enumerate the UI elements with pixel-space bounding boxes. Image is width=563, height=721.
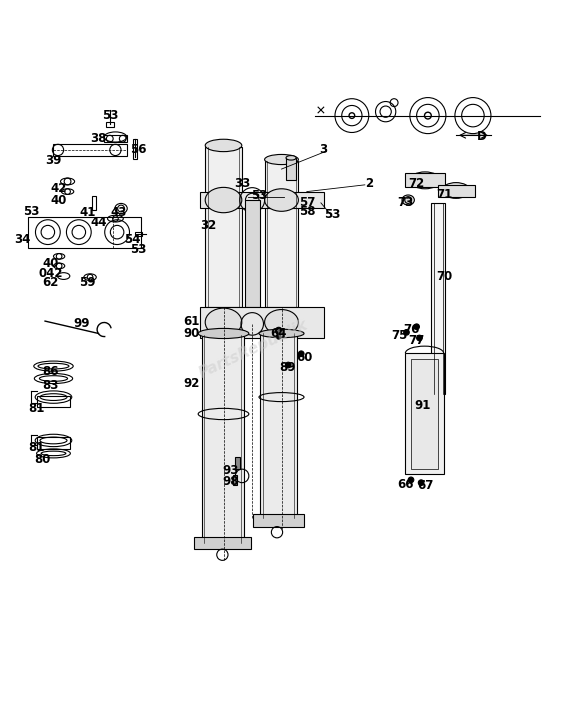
Bar	[411, 359, 438, 469]
Bar	[37, 396, 70, 407]
Ellipse shape	[410, 172, 441, 189]
Bar	[106, 123, 114, 127]
Bar	[405, 173, 445, 187]
Bar	[53, 143, 127, 156]
Bar	[135, 232, 142, 236]
Bar	[235, 457, 240, 469]
Circle shape	[298, 351, 304, 357]
Text: 53: 53	[23, 205, 39, 218]
Bar	[194, 536, 251, 549]
Text: 33: 33	[234, 177, 250, 190]
Text: 73: 73	[397, 196, 413, 209]
Text: 40: 40	[42, 257, 59, 270]
Text: D: D	[476, 130, 486, 143]
Bar	[37, 437, 70, 449]
Text: 58: 58	[298, 205, 315, 218]
Text: 86: 86	[42, 366, 59, 379]
Text: 76: 76	[403, 323, 419, 336]
Text: 90: 90	[183, 327, 200, 340]
Text: 32: 32	[200, 219, 216, 232]
Bar	[92, 195, 96, 210]
Text: 53: 53	[129, 242, 146, 255]
Bar	[286, 158, 296, 180]
Text: 75: 75	[391, 329, 408, 342]
Bar	[133, 139, 137, 159]
Bar	[200, 307, 324, 338]
Text: 53: 53	[251, 189, 267, 202]
Ellipse shape	[402, 195, 414, 205]
Ellipse shape	[442, 182, 470, 198]
Text: PartsRepublik: PartsRepublik	[196, 317, 310, 381]
Ellipse shape	[259, 329, 304, 337]
Circle shape	[408, 477, 414, 482]
Bar	[405, 353, 444, 474]
Text: 60: 60	[296, 351, 312, 364]
Text: 83: 83	[42, 379, 59, 392]
Text: 70: 70	[437, 270, 453, 283]
Text: 59: 59	[79, 276, 96, 289]
Ellipse shape	[286, 156, 296, 160]
Text: 80: 80	[34, 453, 51, 466]
Text: 67: 67	[417, 479, 434, 492]
Circle shape	[275, 327, 282, 334]
Text: 41: 41	[79, 206, 96, 219]
Text: 34: 34	[14, 233, 31, 246]
Ellipse shape	[265, 154, 298, 164]
Text: 89: 89	[279, 360, 296, 373]
Bar	[28, 217, 141, 248]
Bar	[438, 185, 475, 198]
Text: 2: 2	[365, 177, 373, 190]
Text: 66: 66	[397, 478, 414, 491]
Text: 3: 3	[320, 143, 328, 156]
Bar	[200, 192, 324, 208]
Text: 44: 44	[90, 216, 107, 229]
Circle shape	[285, 362, 291, 368]
Circle shape	[404, 329, 409, 335]
Text: 56: 56	[129, 143, 146, 156]
Text: 71: 71	[437, 188, 453, 201]
Bar	[431, 203, 445, 394]
Bar	[233, 475, 237, 485]
Bar	[265, 161, 298, 307]
Text: 99: 99	[73, 317, 90, 330]
Ellipse shape	[205, 187, 242, 213]
Circle shape	[276, 335, 281, 339]
Text: 72: 72	[409, 177, 425, 190]
Circle shape	[417, 335, 422, 341]
Text: 62: 62	[42, 276, 59, 289]
Circle shape	[418, 480, 424, 485]
Bar	[104, 136, 127, 142]
Circle shape	[414, 324, 419, 329]
Ellipse shape	[265, 309, 298, 335]
Ellipse shape	[205, 308, 242, 336]
Text: 81: 81	[28, 441, 45, 454]
Bar	[205, 146, 242, 307]
Text: 54: 54	[124, 233, 141, 246]
Text: 93: 93	[222, 464, 239, 477]
Text: 53: 53	[324, 208, 341, 221]
Text: 42: 42	[51, 182, 68, 195]
Text: 64: 64	[270, 327, 287, 340]
Text: 53: 53	[101, 109, 118, 122]
Text: 81: 81	[28, 402, 45, 415]
Text: 40: 40	[51, 193, 68, 206]
Text: 92: 92	[183, 376, 200, 389]
Text: 57: 57	[298, 196, 315, 209]
Ellipse shape	[205, 139, 242, 151]
Text: 38: 38	[90, 132, 107, 145]
Ellipse shape	[265, 189, 298, 211]
Text: 98: 98	[222, 475, 239, 488]
Text: 39: 39	[45, 154, 62, 167]
Bar	[245, 200, 260, 307]
Text: 042: 042	[38, 267, 63, 280]
Text: 61: 61	[183, 314, 200, 327]
Text: 91: 91	[414, 399, 431, 412]
Ellipse shape	[198, 328, 249, 339]
Bar	[253, 514, 304, 526]
Text: 43: 43	[110, 206, 127, 219]
Bar	[202, 335, 244, 544]
Bar	[260, 334, 297, 518]
Text: 77: 77	[409, 335, 425, 348]
